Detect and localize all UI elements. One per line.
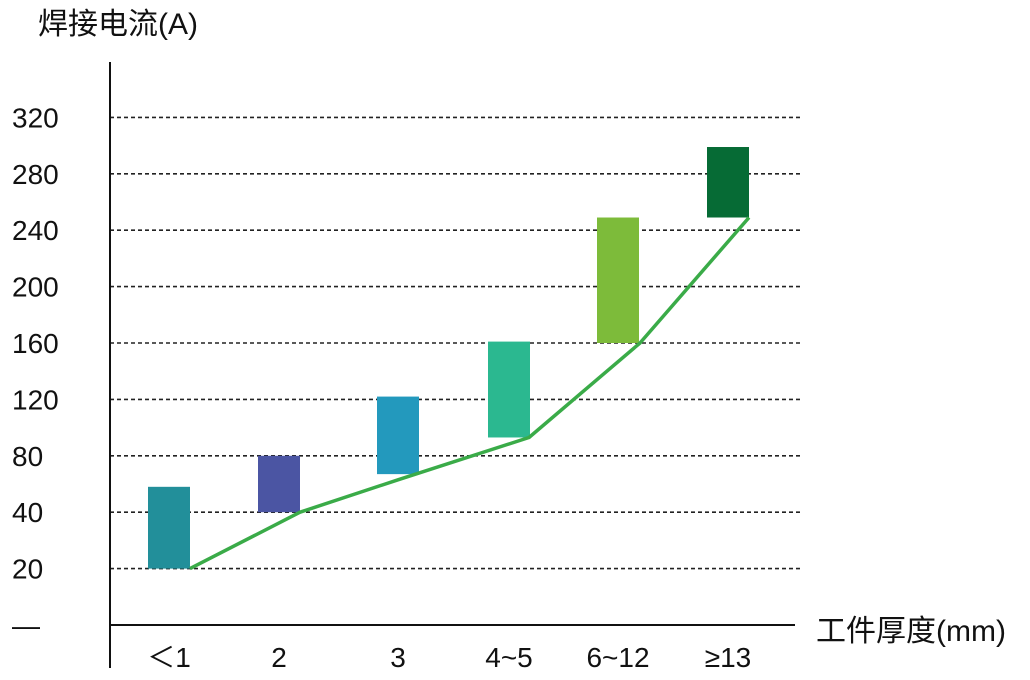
y-tick-label: 20 [12,554,43,585]
x-category-label: 2 [271,642,287,673]
y-tick-label: — [12,610,40,641]
range-bars [148,147,749,569]
y-tick-label: 280 [12,159,59,190]
x-category-label: 3 [390,642,406,673]
range-bar [258,455,300,513]
x-category-label: ＜1 [147,642,191,673]
range-bar [488,341,530,438]
y-tick-label: 200 [12,272,59,303]
x-category-label: 6~12 [586,642,649,673]
range-bar [377,396,419,475]
grid-lines [110,116,800,570]
range-bar [597,217,639,343]
minimum-current-line [189,216,751,571]
y-tick-label: 160 [12,328,59,359]
y-tick-labels: — 20 40 80 120 160 200 240 280 320 [12,102,59,641]
range-bar [148,486,190,569]
y-tick-label: 80 [12,441,43,472]
x-axis-title: 工件厚度(mm) [816,615,1006,648]
y-axis-title: 焊接电流(A) [38,8,198,41]
y-tick-label: 320 [12,102,59,133]
range-bar [707,147,749,218]
y-tick-label: 240 [12,215,59,246]
y-tick-label: 40 [12,497,43,528]
x-category-label: 4~5 [485,642,533,673]
x-category-label: ≥13 [705,642,752,673]
x-category-labels: ＜1 2 3 4~5 6~12 ≥13 [147,642,751,673]
y-tick-label: 120 [12,384,59,415]
